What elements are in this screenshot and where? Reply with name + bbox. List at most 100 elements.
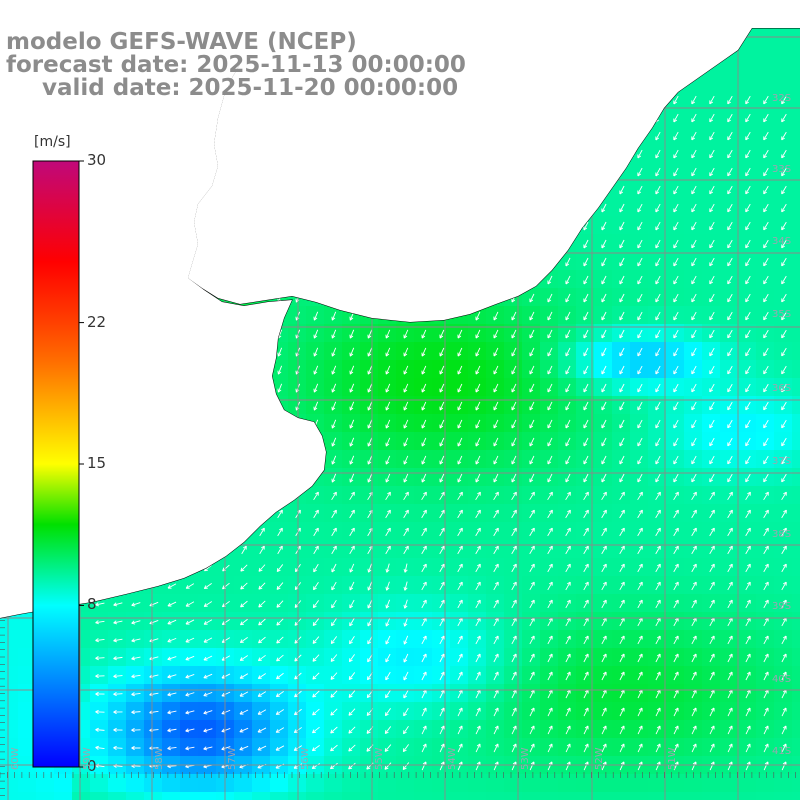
speed-cell — [396, 684, 415, 703]
wind-arrow — [691, 401, 697, 411]
speed-cell — [504, 540, 523, 559]
wind-arrow — [167, 728, 177, 733]
wind-arrow — [601, 545, 607, 555]
speed-cell — [522, 504, 541, 523]
speed-cell — [594, 558, 613, 577]
speed-cell — [450, 684, 469, 703]
wind-arrow — [583, 455, 589, 465]
speed-cell — [108, 594, 127, 613]
wind-arrow — [673, 329, 679, 339]
speed-cell — [594, 594, 613, 613]
wind-arrow — [781, 329, 787, 339]
speed-cell — [756, 306, 775, 325]
wind-arrow — [457, 743, 463, 753]
wind-arrow — [113, 602, 123, 607]
speed-cell — [774, 324, 793, 343]
speed-cell — [540, 306, 559, 325]
speed-cell — [288, 324, 307, 343]
speed-cell — [432, 432, 451, 451]
wind-arrow — [727, 185, 733, 195]
wind-arrow — [709, 635, 715, 645]
wind-arrow — [691, 365, 697, 375]
speed-cell — [666, 666, 685, 685]
wind-arrow — [745, 221, 751, 231]
speed-cell — [594, 306, 613, 325]
wind-arrow — [493, 527, 499, 537]
wind-arrow — [313, 509, 319, 519]
wind-arrow — [185, 619, 195, 625]
wind-arrow — [583, 581, 589, 591]
speed-cell — [486, 360, 505, 379]
wind-arrow — [709, 401, 715, 411]
speed-cell — [720, 774, 739, 793]
speed-cell — [774, 162, 793, 181]
speed-cell — [630, 522, 649, 541]
speed-cell — [648, 216, 667, 235]
speed-cell — [504, 522, 523, 541]
speed-cell — [558, 792, 577, 800]
speed-cell — [540, 738, 559, 757]
speed-cell — [90, 774, 109, 793]
speed-cell — [774, 666, 793, 685]
speed-cell — [252, 720, 271, 739]
wind-arrow — [709, 455, 715, 465]
wind-arrow — [691, 491, 697, 501]
wind-arrow — [727, 149, 733, 159]
speed-cell — [414, 414, 433, 433]
speed-cell — [774, 792, 793, 800]
wind-arrow — [727, 707, 733, 717]
speed-cell — [630, 432, 649, 451]
wind-arrow — [727, 725, 733, 735]
speed-cell — [342, 324, 361, 343]
speed-cell — [342, 414, 361, 433]
wind-arrow — [655, 455, 661, 465]
speed-cell — [648, 270, 667, 289]
wind-arrow — [583, 419, 589, 429]
wind-arrow — [763, 599, 769, 609]
speed-cell — [522, 558, 541, 577]
wind-arrow — [691, 509, 697, 519]
speed-cell — [414, 324, 433, 343]
wind-arrow — [673, 365, 679, 375]
speed-cell — [756, 468, 775, 487]
wind-arrow — [655, 527, 661, 537]
speed-cell — [684, 270, 703, 289]
speed-cell — [306, 360, 325, 379]
wind-arrow — [781, 527, 787, 537]
speed-cell — [558, 540, 577, 559]
speed-cell — [432, 450, 451, 469]
speed-cell — [666, 108, 685, 127]
wind-arrow — [330, 762, 338, 770]
wind-arrow — [312, 708, 320, 716]
speed-cell — [558, 738, 577, 757]
wind-arrow — [619, 653, 625, 663]
wind-arrow — [313, 527, 319, 537]
speed-cell — [234, 648, 253, 667]
wind-arrow — [493, 743, 499, 753]
wind-arrow — [457, 455, 463, 465]
speed-cell — [774, 432, 793, 451]
speed-cell — [774, 90, 793, 109]
speed-cell — [594, 774, 613, 793]
speed-cell — [234, 702, 253, 721]
wind-arrow — [601, 347, 607, 357]
wind-arrow — [727, 527, 733, 537]
speed-cell — [252, 612, 271, 631]
speed-cell — [774, 36, 793, 55]
wind-arrow — [511, 599, 517, 609]
speed-cell — [360, 738, 379, 757]
speed-cell — [720, 522, 739, 541]
wind-arrow — [421, 599, 427, 609]
speed-cell — [666, 558, 685, 577]
speed-cell — [738, 324, 757, 343]
wind-arrow — [529, 599, 535, 609]
speed-cell — [702, 414, 721, 433]
wind-arrow — [167, 601, 177, 607]
speed-cell — [360, 522, 379, 541]
speed-cell — [108, 630, 127, 649]
speed-cell — [234, 666, 253, 685]
speed-cell — [252, 630, 271, 649]
speed-cell — [720, 414, 739, 433]
speed-cell — [90, 738, 109, 757]
speed-cell — [612, 522, 631, 541]
